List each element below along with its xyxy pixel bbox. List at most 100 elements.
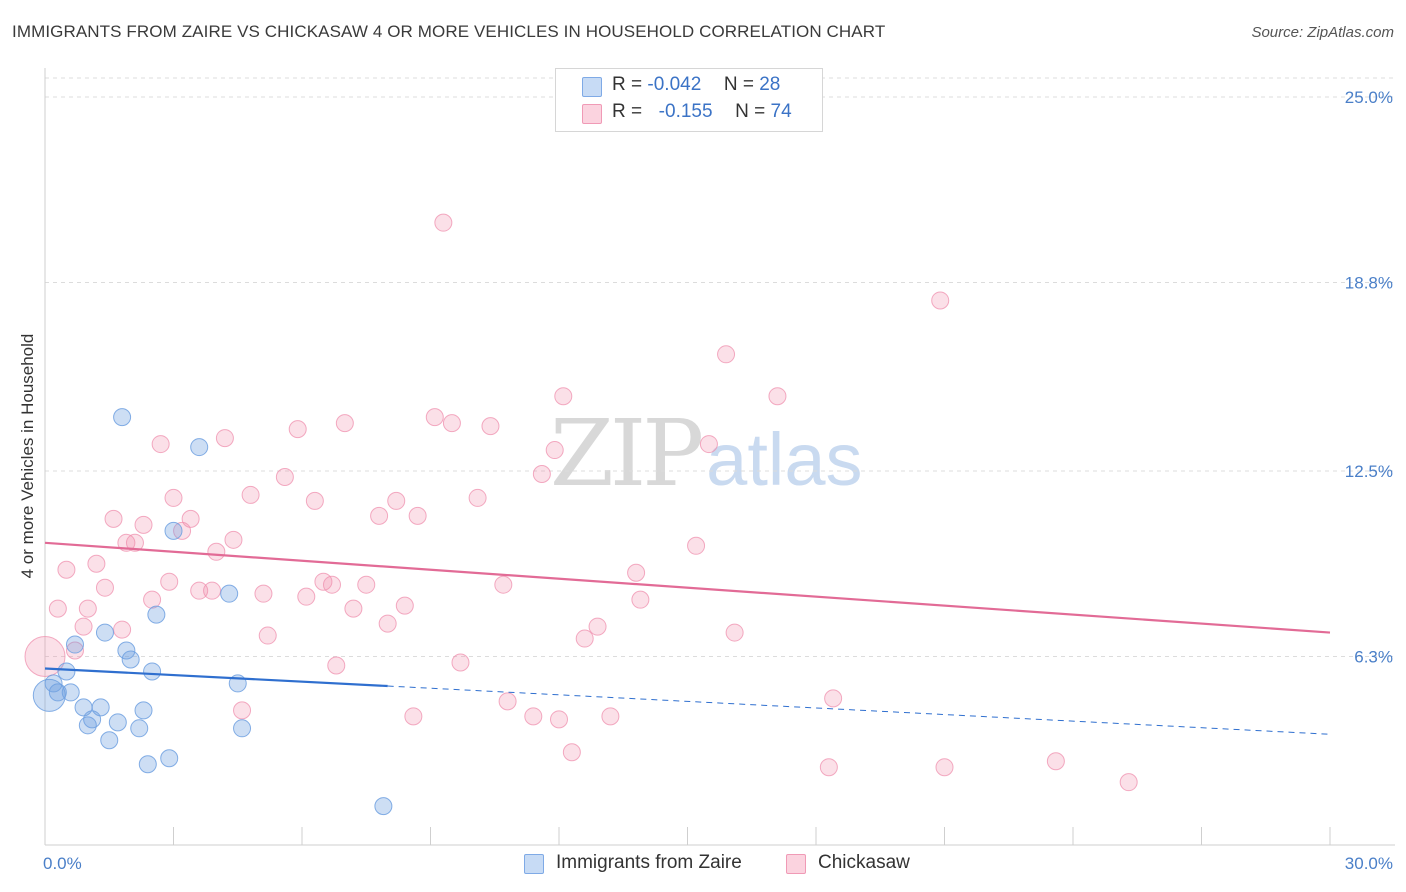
- zaire-point: [61, 683, 80, 702]
- zaire-point: [108, 713, 127, 732]
- zaire-point: [374, 797, 393, 816]
- chart-title: IMMIGRANTS FROM ZAIRE VS CHICKASAW 4 OR …: [12, 22, 886, 41]
- legend-r-label: R =: [612, 101, 643, 122]
- chickasaw-point: [370, 506, 389, 525]
- chickasaw-point: [143, 590, 162, 609]
- zaire-point: [91, 698, 110, 717]
- zaire-trendline: [44, 667, 388, 688]
- chickasaw-point: [57, 560, 76, 579]
- zaire-point: [57, 662, 76, 681]
- chickasaw-point: [554, 387, 573, 406]
- y-tick-label: 6.3%: [1354, 648, 1393, 667]
- x-tick-label: 0.0%: [43, 854, 82, 873]
- chickasaw-point: [164, 488, 183, 507]
- legend-swatch-zaire: [582, 77, 602, 97]
- chickasaw-point: [87, 554, 106, 573]
- series-legend: Immigrants from Zaire Chickasaw: [0, 852, 1406, 878]
- series-label-chickasaw: Chickasaw: [818, 852, 910, 873]
- chickasaw-point: [631, 590, 650, 609]
- chickasaw-point: [699, 435, 718, 454]
- zaire-point: [143, 662, 162, 681]
- chickasaw-point: [601, 707, 620, 726]
- legend-r-value: -0.042: [647, 74, 702, 95]
- chickasaw-point: [824, 689, 843, 708]
- zaire-point: [113, 408, 132, 427]
- chickasaw-point: [134, 515, 153, 534]
- chickasaw-trendline: [44, 541, 1331, 634]
- chickasaw-point: [687, 536, 706, 555]
- chickasaw-point: [717, 345, 736, 364]
- legend-r-value: -0.155: [658, 101, 713, 122]
- chickasaw-point: [425, 408, 444, 427]
- series-swatch-zaire: [524, 854, 544, 874]
- legend-n-value: 74: [770, 101, 792, 122]
- zaire-point: [190, 438, 209, 457]
- chickasaw-point: [95, 578, 114, 597]
- y-tick-label: 25.0%: [1345, 88, 1393, 107]
- chickasaw-point: [545, 441, 564, 460]
- chickasaw-point: [207, 542, 226, 561]
- chickasaw-point: [241, 485, 260, 504]
- chickasaw-point: [768, 387, 787, 406]
- chickasaw-point: [408, 506, 427, 525]
- zaire-point: [130, 719, 149, 738]
- correlation-legend: R = -0.042 N = 28 R = -0.155 N = 74: [555, 68, 823, 132]
- chickasaw-point: [288, 420, 307, 439]
- legend-n-value: 28: [759, 74, 781, 95]
- chickasaw-point: [113, 620, 132, 639]
- chickasaw-point: [588, 617, 607, 636]
- chickasaw-point: [297, 587, 316, 606]
- chickasaw-point: [104, 509, 123, 528]
- chickasaw-point: [305, 491, 324, 510]
- legend-n-label: N =: [735, 101, 766, 122]
- chickasaw-point: [931, 291, 950, 310]
- chickasaw-point: [233, 701, 252, 720]
- legend-swatch-chickasaw: [582, 104, 602, 124]
- chickasaw-point: [1119, 773, 1138, 792]
- zaire-trendline-extension: [387, 685, 1331, 735]
- chickasaw-point: [468, 488, 487, 507]
- chickasaw-point: [1046, 752, 1065, 771]
- chickasaw-point: [258, 626, 277, 645]
- chickasaw-point: [125, 533, 144, 552]
- zaire-point: [44, 674, 63, 693]
- chickasaw-point: [725, 623, 744, 642]
- series-swatch-chickasaw: [786, 854, 806, 874]
- chickasaw-point: [254, 584, 273, 603]
- zaire-point: [147, 605, 166, 624]
- chickasaw-point: [151, 435, 170, 454]
- chickasaw-point: [357, 575, 376, 594]
- chickasaw-point: [498, 692, 517, 711]
- chickasaw-point: [434, 213, 453, 232]
- zaire-point: [32, 678, 66, 712]
- series-label-zaire: Immigrants from Zaire: [556, 852, 742, 873]
- chickasaw-point: [322, 575, 341, 594]
- chickasaw-point: [181, 509, 200, 528]
- zaire-point: [95, 623, 114, 642]
- chickasaw-point: [203, 581, 222, 600]
- chickasaw-point: [387, 491, 406, 510]
- chickasaw-point: [481, 417, 500, 436]
- chickasaw-point: [575, 629, 594, 648]
- watermark-atlas: atlas: [706, 418, 863, 501]
- zaire-point: [48, 683, 67, 702]
- chickasaw-point: [224, 530, 243, 549]
- zaire-point: [233, 719, 252, 738]
- chickasaw-point: [819, 758, 838, 777]
- chickasaw-point: [494, 575, 513, 594]
- chickasaw-point: [24, 636, 66, 678]
- chickasaw-point: [190, 581, 209, 600]
- legend-n-label: N =: [723, 74, 754, 95]
- watermark-zip: ZIP: [550, 400, 704, 507]
- chart-source: Source: ZipAtlas.com: [1251, 24, 1394, 41]
- chickasaw-point: [65, 641, 84, 660]
- legend-r-label: R =: [612, 74, 643, 95]
- y-tick-label: 12.5%: [1345, 462, 1393, 481]
- chickasaw-point: [160, 572, 179, 591]
- chickasaw-point: [378, 614, 397, 633]
- zaire-point: [220, 584, 239, 603]
- chickasaw-point: [395, 596, 414, 615]
- chickasaw-point: [524, 707, 543, 726]
- zaire-point: [65, 635, 84, 654]
